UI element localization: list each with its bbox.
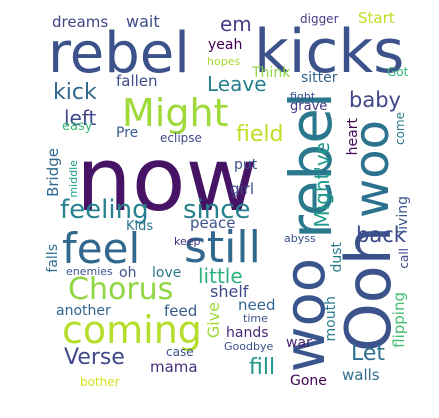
word-yeah: yeah — [208, 37, 243, 53]
word-bridge: Bridge — [44, 148, 62, 197]
word-come: come — [393, 112, 407, 146]
word-fight: fight — [290, 90, 316, 103]
word-keep: keep — [174, 235, 201, 248]
word-feeling: feeling — [60, 195, 149, 225]
word-got: Got — [387, 65, 409, 79]
word-easy: easy — [62, 119, 93, 134]
word-dreams: dreams — [52, 13, 109, 31]
word-hopes: hopes — [207, 55, 241, 68]
word-wait: wait — [126, 12, 160, 31]
word-feed: feed — [164, 302, 198, 320]
word-think: Think — [252, 65, 291, 81]
word-goodbye: Goodbye — [224, 340, 274, 353]
word-cloud: now rebel kicks rebel woo woo Ooh feel s… — [40, 8, 415, 390]
word-feel: feel — [62, 224, 141, 273]
word-middle: middle — [67, 160, 80, 198]
word-walls: walls — [342, 366, 380, 384]
word-mightve: Might've — [310, 142, 334, 228]
word-time: time — [243, 312, 268, 325]
word-since: since — [183, 195, 251, 225]
word-living: living — [395, 196, 411, 234]
word-falls: falls — [45, 244, 61, 273]
word-oh: oh — [119, 265, 137, 281]
word-back: back — [356, 223, 406, 247]
word-dust: dust — [329, 242, 345, 273]
word-put: put — [234, 157, 258, 173]
word-might: Might — [122, 91, 229, 135]
word-verse: Verse — [64, 345, 125, 370]
word-case: case — [166, 345, 194, 359]
word-leave: Leave — [207, 72, 267, 96]
word-pre: Pre — [116, 125, 139, 141]
word-field: field — [236, 122, 284, 147]
word-baby: baby — [349, 88, 401, 112]
word-shelf: shelf — [210, 282, 249, 301]
word-mama: mama — [150, 358, 198, 376]
word-gone: Gone — [290, 373, 327, 389]
word-still: still — [184, 222, 261, 273]
word-peace: peace — [190, 214, 236, 232]
word-kick: kick — [53, 80, 97, 105]
word-sitter: sitter — [301, 70, 338, 86]
word-start: Start — [358, 9, 395, 27]
word-eclipse: eclipse — [160, 131, 202, 145]
word-girl: girl — [230, 180, 255, 198]
word-give: Give — [204, 302, 223, 339]
word-fill: fill — [249, 355, 276, 380]
word-abyss: abyss — [284, 232, 316, 245]
word-mouth: mouth — [323, 296, 339, 342]
word-em: em — [220, 12, 252, 36]
word-coming: coming — [62, 308, 202, 352]
word-let: Let — [351, 341, 386, 366]
word-war: war — [286, 335, 312, 351]
word-love: love — [152, 265, 182, 281]
word-call: call — [397, 248, 411, 269]
word-need: need — [238, 296, 276, 314]
word-left: left — [64, 106, 97, 130]
word-another: another — [56, 303, 111, 319]
word-chorus: Chorus — [68, 272, 174, 307]
word-heart: heart — [345, 118, 361, 156]
word-digger: digger — [300, 12, 339, 26]
word-hands: hands — [226, 325, 269, 341]
word-kids: Kids — [126, 219, 154, 234]
word-enemies: enemies — [66, 265, 113, 278]
word-little: little — [198, 264, 243, 288]
word-rebel: rebel — [48, 21, 190, 86]
word-fallen: fallen — [116, 72, 158, 90]
word-kicks: kicks — [254, 17, 405, 87]
word-now: now — [76, 128, 258, 231]
word-bother: bother — [80, 375, 120, 389]
word-flipping: flipping — [390, 292, 408, 348]
word-grave: grave — [290, 99, 328, 114]
